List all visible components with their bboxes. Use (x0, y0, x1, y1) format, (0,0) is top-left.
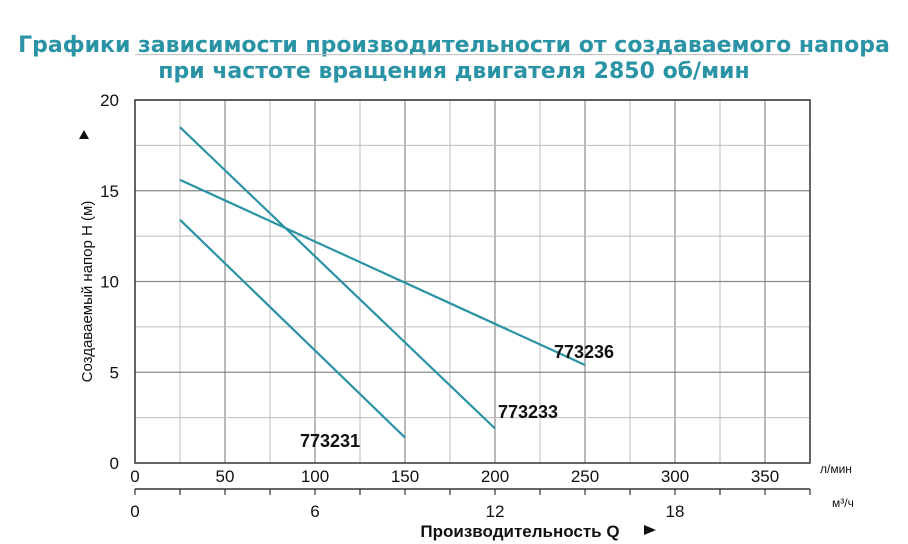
plot-frame (134, 99, 811, 464)
y-tick-label: 15 (100, 182, 119, 201)
x-tick-label-secondary: 12 (486, 502, 505, 521)
x-unit-secondary: м³/ч (832, 496, 854, 510)
chart-title-line1: Графики зависимости производительности о… (18, 33, 890, 58)
y-tick-label: 0 (110, 454, 119, 473)
x-tick-label-primary: 250 (571, 467, 599, 486)
x-tick-label-primary: 350 (751, 467, 779, 486)
x-tick-label-secondary: 18 (666, 502, 685, 521)
y-tick-label: 20 (100, 91, 119, 110)
x-tick-label-primary: 200 (481, 467, 509, 486)
x-tick-label-primary: 300 (661, 467, 689, 486)
series-line-773236 (179, 178, 586, 366)
x-tick-label-primary: 150 (391, 467, 419, 486)
y-axis-title: Создаваемый напор H (м) (79, 201, 96, 383)
x-tick-label-primary: 100 (301, 467, 329, 486)
y-tick-label: 10 (100, 273, 119, 292)
y-axis-arrow-icon (79, 130, 89, 139)
labels-group: 773231 773233 773236 (300, 342, 614, 451)
x-tick-label-primary: 50 (216, 467, 235, 486)
x-axis-title: Производительность Q (420, 522, 619, 541)
x-tick-label-secondary: 0 (130, 502, 139, 521)
series-line-773233 (179, 126, 496, 430)
grid (135, 54, 811, 463)
x-tick-label-primary: 0 (130, 467, 139, 486)
x-axis-arrow-icon (644, 525, 656, 535)
x-tick-label-secondary: 6 (310, 502, 319, 521)
x-unit-primary: л/мин (820, 462, 852, 476)
series-label-773233: 773233 (498, 402, 558, 422)
y-tick-label: 5 (110, 363, 119, 382)
series-label-773231: 773231 (300, 431, 360, 451)
chart-title-line2: при частоте вращения двигателя 2850 об/м… (158, 59, 750, 84)
series-group (179, 126, 586, 439)
series-line-773231 (179, 218, 406, 439)
series-label-773236: 773236 (554, 342, 614, 362)
